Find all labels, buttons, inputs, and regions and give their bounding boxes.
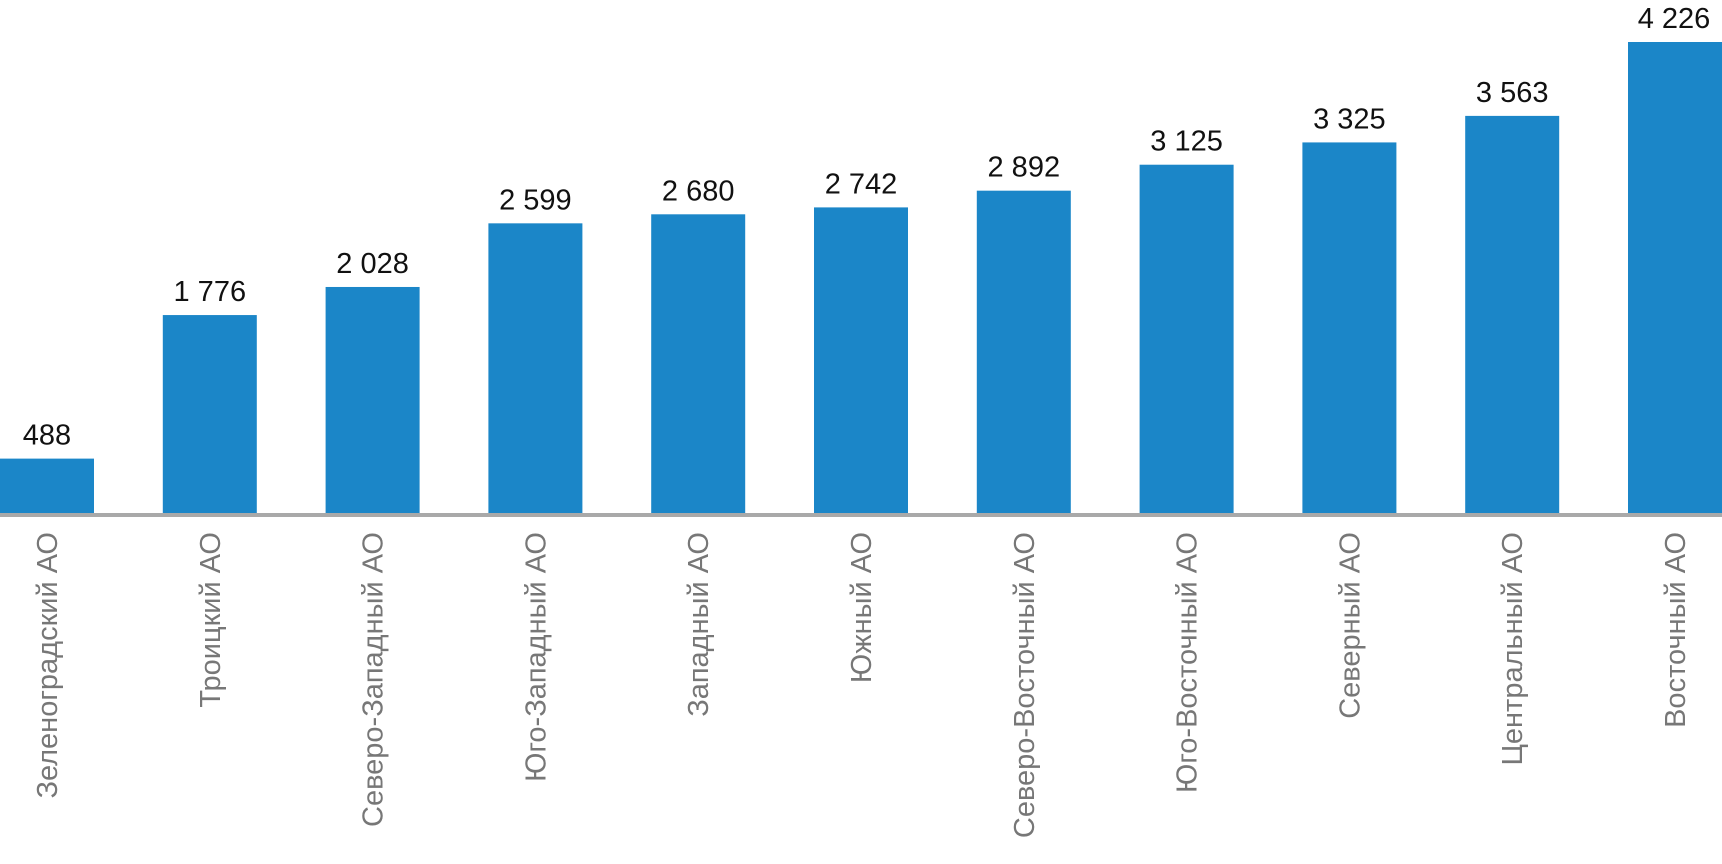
- bar: [488, 223, 583, 513]
- x-tick-label: Зеленоградский АО: [32, 532, 64, 799]
- value-label: 3 325: [1313, 103, 1386, 135]
- bar: [1465, 115, 1560, 513]
- x-tick-label: Юго-Западный АО: [520, 532, 552, 782]
- bar: [976, 190, 1071, 514]
- x-tick-label: Восточный АО: [1660, 532, 1692, 728]
- x-tick-label: Южный АО: [846, 532, 878, 683]
- bar: [1302, 142, 1397, 513]
- value-label: 2 028: [336, 248, 409, 280]
- bar: [1139, 164, 1234, 513]
- value-label: 2 599: [499, 184, 572, 216]
- bar: [325, 286, 420, 513]
- x-tick-label: Юго-Восточный АО: [1172, 532, 1204, 793]
- value-label: 2 742: [825, 168, 898, 200]
- value-label: 3 125: [1150, 126, 1223, 158]
- bar: [162, 315, 257, 513]
- x-tick-label: Северо-Восточный АО: [1009, 532, 1041, 838]
- bar: [1628, 42, 1722, 513]
- bar: [651, 214, 746, 513]
- value-label: 2 892: [988, 152, 1061, 184]
- x-tick-label: Западный АО: [683, 532, 715, 717]
- value-label: 2 680: [662, 175, 735, 207]
- value-label: 488: [23, 420, 71, 452]
- x-tick-label: Северо-Западный АО: [358, 532, 390, 827]
- bar: [0, 458, 94, 513]
- value-label: 1 776: [174, 276, 247, 308]
- x-tick-label: Центральный АО: [1497, 532, 1529, 766]
- x-tick-label: Северный АО: [1334, 532, 1366, 719]
- value-label: 4 226: [1638, 3, 1711, 35]
- x-tick-label: Троицкий АО: [195, 532, 227, 708]
- bar: [814, 207, 908, 513]
- value-label: 3 563: [1476, 77, 1549, 109]
